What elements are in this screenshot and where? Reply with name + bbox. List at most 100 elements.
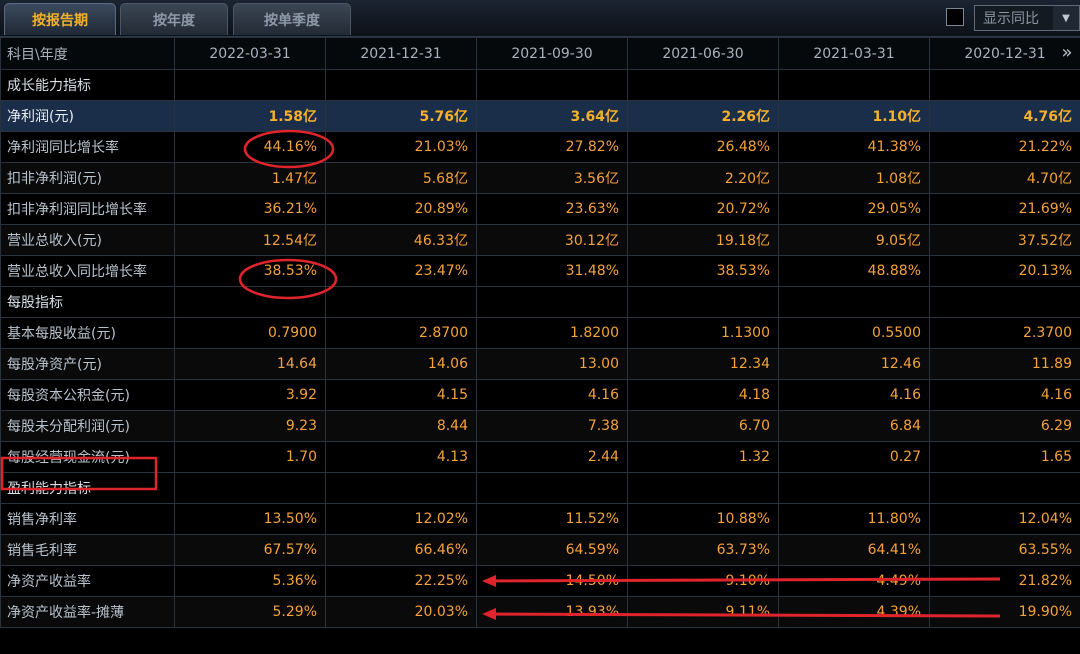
row-label: 营业总收入同比增长率 xyxy=(0,255,175,287)
table-row[interactable]: 营业总收入同比增长率 38.53% 23.47% 31.48% 38.53% 48.88%… xyxy=(0,255,1080,287)
value-cell: 9.10% xyxy=(627,565,779,597)
value-cell: 6.70 xyxy=(627,410,779,442)
header-date[interactable]: 2021-12-31 xyxy=(325,37,477,70)
value-cell: 21.22% xyxy=(929,131,1080,163)
value-cell: 7.38 xyxy=(476,410,628,442)
value-cell: 0.7900 xyxy=(174,317,326,349)
value-cell: 0.5500 xyxy=(778,317,930,349)
value-cell: 1.32 xyxy=(627,441,779,473)
value-cell: 3.92 xyxy=(174,379,326,411)
header-date[interactable]: 2021-09-30 xyxy=(476,37,628,70)
table-row[interactable]: 每股未分配利润(元) 9.23 8.44 7.38 6.70 6.84 6.29 xyxy=(0,410,1080,442)
value-cell xyxy=(778,286,930,318)
table-row[interactable]: 销售净利率 13.50% 12.02% 11.52% 10.88% 11.80% 12.04… xyxy=(0,503,1080,535)
tab-by-quarter[interactable]: 按单季度 xyxy=(233,3,351,35)
table-row[interactable]: 基本每股收益(元) 0.7900 2.8700 1.8200 1.1300 0.5500 2… xyxy=(0,317,1080,349)
value-cell: 4.39% xyxy=(778,596,930,628)
value-cell: 2.20亿 xyxy=(627,162,779,194)
value-cell xyxy=(627,472,779,504)
value-cell: 5.29% xyxy=(174,596,326,628)
value-cell: 4.76亿 xyxy=(929,100,1080,132)
yoy-dropdown[interactable]: 显示同比 ▼ xyxy=(974,5,1080,31)
value-cell xyxy=(778,472,930,504)
value-cell: 64.41% xyxy=(778,534,930,566)
value-cell: 21.03% xyxy=(325,131,477,163)
table-row[interactable]: 净资产收益率-摊薄 5.29% 20.03% 13.93% 9.11% 4.39% 19.9… xyxy=(0,596,1080,628)
value-cell: 12.46 xyxy=(778,348,930,380)
value-cell: 4.15 xyxy=(325,379,477,411)
value-cell: 3.56亿 xyxy=(476,162,628,194)
value-cell: 3.64亿 xyxy=(476,100,628,132)
value-cell xyxy=(325,286,477,318)
value-cell xyxy=(476,472,628,504)
table-row[interactable]: 销售毛利率 67.57% 66.46% 64.59% 63.73% 64.41% 63.55… xyxy=(0,534,1080,566)
value-cell: 1.08亿 xyxy=(778,162,930,194)
table-row[interactable]: 营业总收入(元) 12.54亿 46.33亿 30.12亿 19.18亿 9.05亿 37.… xyxy=(0,224,1080,256)
yoy-checkbox[interactable] xyxy=(946,8,964,26)
value-cell: 20.03% xyxy=(325,596,477,628)
yoy-dropdown-label: 显示同比 xyxy=(983,11,1039,27)
section-header-row[interactable]: 盈利能力指标 xyxy=(0,472,1080,504)
value-cell: 9.23 xyxy=(174,410,326,442)
table-row[interactable]: 扣非净利润(元) 1.47亿 5.68亿 3.56亿 2.20亿 1.08亿 4.70亿 xyxy=(0,162,1080,194)
row-label: 基本每股收益(元) xyxy=(0,317,175,349)
value-cell: 1.70 xyxy=(174,441,326,473)
value-cell: 31.48% xyxy=(476,255,628,287)
value-cell: 12.34 xyxy=(627,348,779,380)
row-label: 扣非净利润(元) xyxy=(0,162,175,194)
chevron-down-icon[interactable]: ▼ xyxy=(1053,6,1079,30)
header-date[interactable]: 2022-03-31 xyxy=(174,37,326,70)
section-header-row[interactable]: 成长能力指标 xyxy=(0,69,1080,101)
header-date[interactable]: 2021-03-31 xyxy=(778,37,930,70)
value-cell: 66.46% xyxy=(325,534,477,566)
table-row[interactable]: 扣非净利润同比增长率 36.21% 20.89% 23.63% 20.72% 29.05%… xyxy=(0,193,1080,225)
value-cell: 1.58亿 xyxy=(174,100,326,132)
header-date[interactable]: 2021-06-30 xyxy=(627,37,779,70)
value-cell: 44.16% xyxy=(174,131,326,163)
value-cell: 64.59% xyxy=(476,534,628,566)
value-cell: 30.12亿 xyxy=(476,224,628,256)
value-cell: 11.80% xyxy=(778,503,930,535)
row-label: 营业总收入(元) xyxy=(0,224,175,256)
value-cell: 22.25% xyxy=(325,565,477,597)
table-row[interactable]: 每股资本公积金(元) 3.92 4.15 4.16 4.18 4.16 4.16 xyxy=(0,379,1080,411)
table-row[interactable]: 净利润(元) 1.58亿 5.76亿 3.64亿 2.26亿 1.10亿 4.76亿 xyxy=(0,100,1080,132)
table-row[interactable]: 净利润同比增长率 44.16% 21.03% 27.82% 26.48% 41.38% 21… xyxy=(0,131,1080,163)
scroll-right-icon[interactable]: » xyxy=(1061,42,1073,63)
value-cell: 1.10亿 xyxy=(778,100,930,132)
value-cell: 27.82% xyxy=(476,131,628,163)
value-cell: 67.57% xyxy=(174,534,326,566)
value-cell: 4.18 xyxy=(627,379,779,411)
value-cell: 63.73% xyxy=(627,534,779,566)
value-cell xyxy=(627,69,779,101)
header-subject-year: 科目\年度 xyxy=(0,37,175,70)
value-cell: 23.47% xyxy=(325,255,477,287)
value-cell: 9.05亿 xyxy=(778,224,930,256)
value-cell: 29.05% xyxy=(778,193,930,225)
value-cell xyxy=(929,286,1080,318)
value-cell: 12.54亿 xyxy=(174,224,326,256)
tab-by-report-period[interactable]: 按报告期 xyxy=(4,3,116,35)
value-cell: 14.64 xyxy=(174,348,326,380)
value-cell: 11.52% xyxy=(476,503,628,535)
header-date[interactable]: 2020-12-31 xyxy=(929,37,1080,70)
value-cell: 4.13 xyxy=(325,441,477,473)
row-label: 扣非净利润同比增长率 xyxy=(0,193,175,225)
value-cell: 21.82% xyxy=(929,565,1080,597)
table-row[interactable]: 每股净资产(元) 14.64 14.06 13.00 12.34 12.46 11.89 xyxy=(0,348,1080,380)
value-cell: 6.29 xyxy=(929,410,1080,442)
value-cell: 1.8200 xyxy=(476,317,628,349)
value-cell xyxy=(929,69,1080,101)
value-cell: 19.18亿 xyxy=(627,224,779,256)
value-cell xyxy=(174,472,326,504)
section-header-row[interactable]: 每股指标 xyxy=(0,286,1080,318)
value-cell: 12.04% xyxy=(929,503,1080,535)
value-cell: 10.88% xyxy=(627,503,779,535)
table-row[interactable]: 净资产收益率 5.36% 22.25% 14.50% 9.10% 4.49% 21.82% xyxy=(0,565,1080,597)
table-row[interactable]: 每股经营现金流(元) 1.70 4.13 2.44 1.32 0.27 1.65 xyxy=(0,441,1080,473)
value-cell: 2.3700 xyxy=(929,317,1080,349)
value-cell: 36.21% xyxy=(174,193,326,225)
value-cell: 2.44 xyxy=(476,441,628,473)
row-label: 每股经营现金流(元) xyxy=(0,441,175,473)
tab-by-year[interactable]: 按年度 xyxy=(120,3,228,35)
